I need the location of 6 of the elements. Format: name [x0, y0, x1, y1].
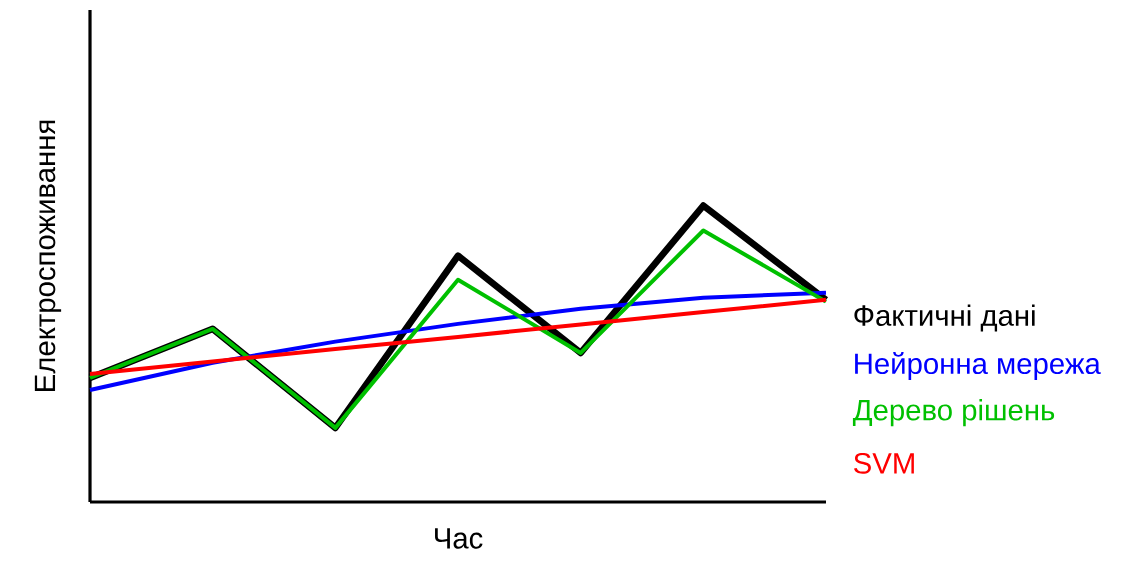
- x-axis-title: Час: [435, 528, 483, 549]
- text: SVM: [854, 452, 914, 474]
- series-label: Фактичні дані: [854, 304, 1035, 332]
- text: Дерево рішень: [852, 398, 1055, 427]
- text: Нейронна мережа: [855, 352, 1101, 380]
- y-axis-title: Електроспоживання: [34, 120, 62, 391]
